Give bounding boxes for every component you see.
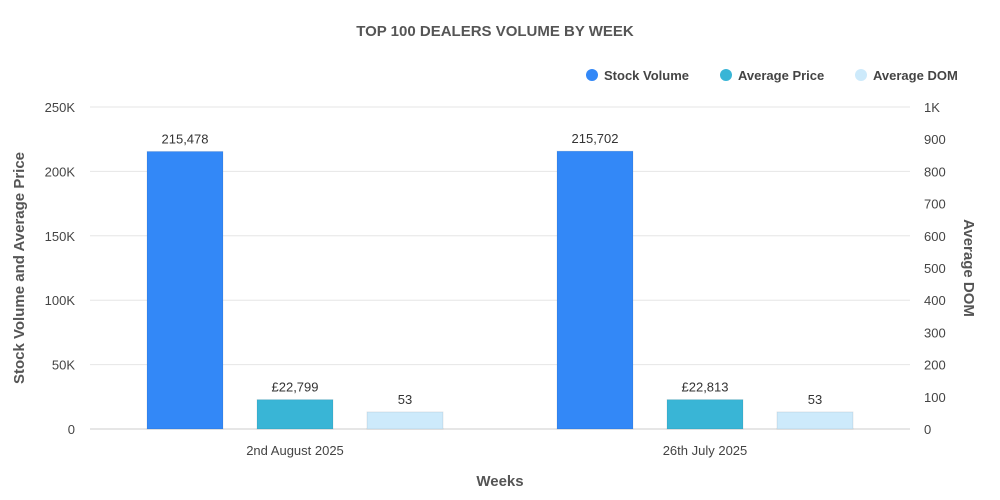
data-label: 215,702 xyxy=(572,131,619,146)
right-tick-label: 300 xyxy=(924,325,946,340)
left-tick-label: 0 xyxy=(68,422,75,437)
data-label: £22,799 xyxy=(272,380,319,395)
legend-label: Average Price xyxy=(738,68,824,83)
category-label: 2nd August 2025 xyxy=(246,443,344,458)
bar xyxy=(146,150,224,430)
bars xyxy=(146,150,854,430)
left-axis-ticks: 0 50K 100K 150K 200K 250K xyxy=(45,100,76,437)
bar xyxy=(256,399,334,430)
data-labels: 215,478 £22,799 53 215,702 £22,813 53 xyxy=(162,131,823,407)
left-tick-label: 100K xyxy=(45,293,76,308)
right-tick-label: 200 xyxy=(924,358,946,373)
right-axis-ticks: 0 100 200 300 400 500 600 700 800 900 1K xyxy=(924,100,946,437)
right-tick-label: 0 xyxy=(924,422,931,437)
legend-label: Stock Volume xyxy=(604,68,689,83)
bar xyxy=(366,411,444,430)
left-tick-label: 250K xyxy=(45,100,76,115)
category-labels: 2nd August 2025 26th July 2025 xyxy=(246,443,747,458)
y-axis-title-left: Stock Volume and Average Price xyxy=(11,152,28,384)
category-label: 26th July 2025 xyxy=(663,443,748,458)
bar xyxy=(666,399,744,430)
data-label: 215,478 xyxy=(162,131,209,146)
left-tick-label: 150K xyxy=(45,229,76,244)
grid-lines xyxy=(90,106,910,430)
data-label: 53 xyxy=(808,392,822,407)
right-tick-label: 700 xyxy=(924,197,946,212)
right-tick-label: 900 xyxy=(924,132,946,147)
x-axis-title: Weeks xyxy=(476,473,523,490)
bar xyxy=(556,150,634,430)
legend-marker xyxy=(855,69,867,81)
right-tick-label: 400 xyxy=(924,293,946,308)
bar xyxy=(776,411,854,430)
legend-marker xyxy=(586,69,598,81)
right-tick-label: 600 xyxy=(924,229,946,244)
right-tick-label: 500 xyxy=(924,261,946,276)
legend-marker xyxy=(720,69,732,81)
left-tick-label: 200K xyxy=(45,164,76,179)
data-label: £22,813 xyxy=(682,380,729,395)
right-tick-label: 1K xyxy=(924,100,940,115)
data-label: 53 xyxy=(398,392,412,407)
legend-label: Average DOM xyxy=(873,68,958,83)
chart-title: TOP 100 DEALERS VOLUME BY WEEK xyxy=(356,23,634,40)
y-axis-title-right: Average DOM xyxy=(960,219,977,317)
right-tick-label: 100 xyxy=(924,390,946,405)
left-tick-label: 50K xyxy=(52,358,75,373)
right-tick-label: 800 xyxy=(924,164,946,179)
legend: Stock Volume Average Price Average DOM xyxy=(586,68,958,83)
